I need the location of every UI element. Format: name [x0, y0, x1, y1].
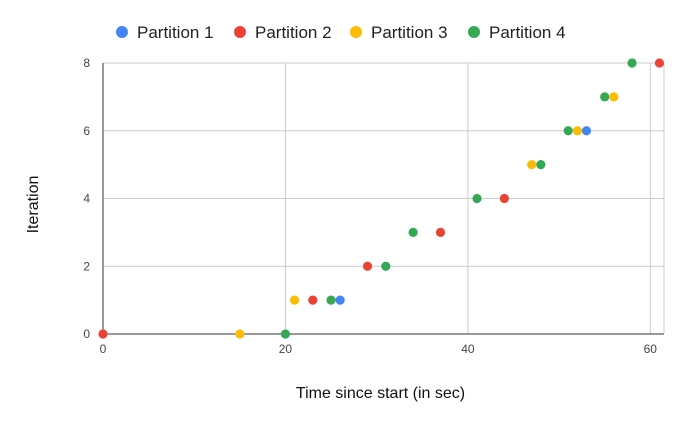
data-point — [326, 295, 336, 305]
data-point — [362, 261, 373, 271]
data-point — [499, 193, 509, 204]
legend-label: Partition 2 — [255, 23, 332, 42]
y-tick-label: 0 — [83, 327, 90, 341]
data-point — [435, 227, 446, 237]
y-tick-label: 4 — [83, 192, 90, 206]
data-point — [381, 261, 391, 271]
axis-layer — [102, 63, 664, 335]
data-point — [308, 295, 318, 305]
grid-layer — [103, 62, 665, 334]
data-point — [581, 126, 592, 136]
y-tick-label: 6 — [83, 124, 90, 138]
series-1 — [335, 126, 592, 305]
data-point — [527, 160, 537, 170]
legend-marker — [468, 26, 480, 38]
x-tick-label: 20 — [279, 342, 293, 356]
series-2 — [98, 58, 665, 339]
data-point-layer — [98, 58, 665, 339]
x-axis-title: Time since start (in sec) — [296, 385, 465, 402]
data-point — [572, 126, 582, 136]
data-point — [408, 227, 418, 237]
y-tick-label: 8 — [83, 56, 90, 70]
data-point — [98, 329, 108, 339]
y-tick-label: 2 — [83, 259, 90, 273]
legend-item: Partition 2 — [234, 23, 332, 42]
data-point — [335, 295, 345, 305]
data-point — [289, 295, 300, 305]
legend-label: Partition 1 — [137, 23, 214, 42]
legend-item: Partition 3 — [350, 23, 448, 42]
legend-item: Partition 1 — [116, 23, 214, 42]
x-tick-label: 40 — [461, 342, 475, 356]
legend-marker — [116, 26, 128, 38]
x-tick-label: 0 — [100, 342, 107, 356]
data-point — [280, 329, 291, 339]
legend-marker — [350, 26, 362, 38]
y-axis-title: Iteration — [25, 176, 42, 234]
tick-label-layer: 0 2 4 6 8 0 20 40 60 — [83, 56, 657, 356]
legend-marker — [234, 26, 246, 38]
legend-label: Partition 3 — [371, 23, 448, 42]
legend: Partition 1 Partition 2 Partition 3 Partiti… — [116, 23, 566, 42]
data-point — [654, 58, 665, 68]
series-3 — [235, 92, 619, 339]
data-point — [536, 160, 546, 170]
data-point — [563, 126, 573, 136]
data-point — [609, 92, 619, 102]
x-tick-label: 60 — [644, 342, 658, 356]
data-point — [472, 193, 482, 204]
data-point — [627, 58, 637, 68]
data-point — [600, 92, 610, 102]
legend-item: Partition 4 — [468, 23, 566, 42]
series-4 — [280, 58, 637, 339]
legend-label: Partition 4 — [489, 23, 566, 42]
data-point — [235, 329, 245, 339]
